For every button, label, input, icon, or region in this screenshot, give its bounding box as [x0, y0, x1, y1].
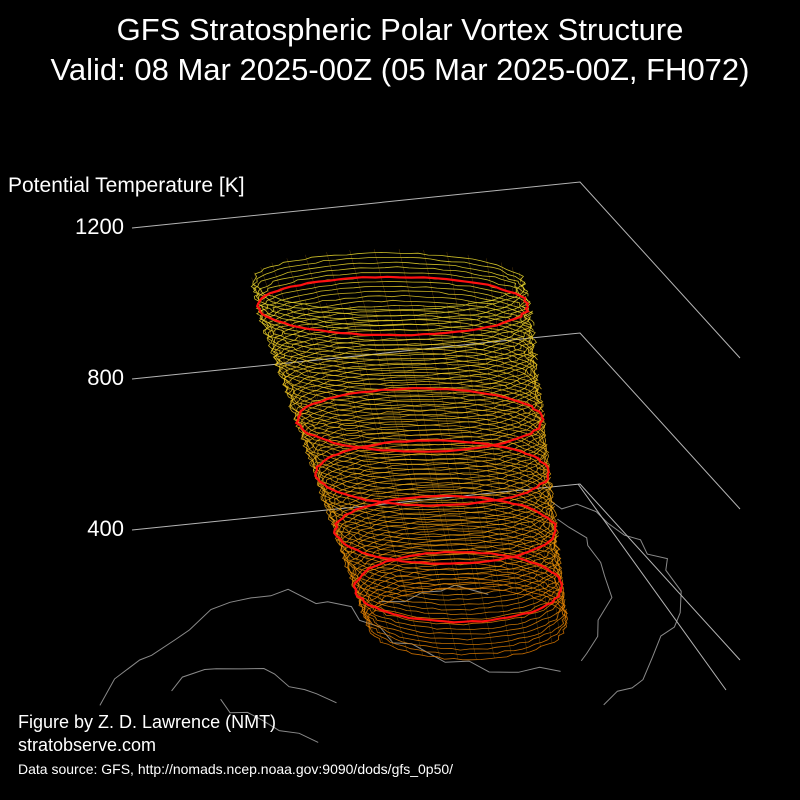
highlight-contour [255, 275, 530, 337]
highlight-contour [333, 494, 557, 565]
coastline-map [99, 500, 682, 743]
highlight-contour [294, 387, 545, 453]
isentropic-contour [339, 515, 561, 586]
isentropic-contour [318, 452, 553, 521]
isentropic-contour [253, 266, 529, 327]
axis-gridline [131, 483, 741, 661]
coastline [99, 588, 561, 706]
coastline [378, 584, 489, 603]
surface-rib [486, 296, 541, 648]
surface-rib [519, 272, 566, 618]
isentropic-contour [367, 587, 568, 661]
isentropic-contour [302, 409, 547, 476]
isentropic-contour [321, 458, 553, 525]
website-link: stratobserve.com [18, 735, 157, 755]
isentropic-contour [255, 281, 533, 341]
isentropic-contour [252, 261, 529, 322]
isentropic-contour [261, 294, 535, 357]
z-tick-label: 800 [87, 365, 124, 390]
isentropic-contour [320, 462, 554, 530]
isentropic-contour [335, 505, 558, 576]
isentropic-contour [295, 390, 547, 456]
isentropic-contour [289, 376, 544, 441]
isentropic-contour [309, 429, 549, 496]
z-tick-label: 1200 [75, 214, 124, 239]
isentropic-contour [286, 362, 542, 426]
isentropic-contour [307, 424, 550, 491]
data-source: Data source: GFS, http://nomads.ncep.noa… [18, 761, 454, 777]
isentropic-contour [282, 347, 539, 411]
highlight-contours [255, 275, 563, 624]
isentropic-contour [351, 548, 565, 620]
coastline [550, 500, 682, 706]
coastline [220, 698, 319, 743]
isentropic-contour [272, 329, 538, 392]
surface-rib [251, 277, 368, 624]
isentropic-contour [297, 395, 546, 461]
axis-planes [131, 181, 741, 691]
isentropic-contour [346, 529, 563, 601]
isentropic-contour [323, 466, 553, 536]
z-tick-label: 400 [87, 516, 124, 541]
isentropic-contour [288, 371, 544, 436]
surface-rib [253, 272, 370, 618]
isentropic-contour [332, 491, 558, 561]
isentropic-contour [252, 251, 526, 311]
coastline [171, 667, 337, 704]
chart-title: GFS Stratospheric Polar Vortex Structure [116, 12, 684, 47]
axis-gridline [131, 181, 741, 359]
isentropic-contour [258, 290, 533, 351]
axis-gridline [577, 483, 727, 691]
isentropic-contour [278, 343, 540, 407]
author-credit: Figure by Z. D. Lawrence (NMT) [18, 712, 277, 732]
coastline [557, 518, 613, 662]
isentropic-contour [343, 524, 562, 596]
isentropic-contour [277, 338, 538, 401]
chart-subtitle: Valid: 08 Mar 2025-00Z (05 Mar 2025-00Z,… [50, 52, 750, 87]
isentropic-contour [329, 486, 557, 556]
isentropic-contour [284, 357, 542, 420]
isentropic-contour [250, 256, 527, 317]
surface-rib [305, 254, 408, 596]
isentropic-contour [317, 443, 552, 511]
z-axis-label: Potential Temperature [K] [8, 174, 245, 197]
isentropic-contour [271, 314, 537, 377]
isentropic-contour [324, 472, 556, 541]
vortex-isosurface [250, 249, 569, 661]
